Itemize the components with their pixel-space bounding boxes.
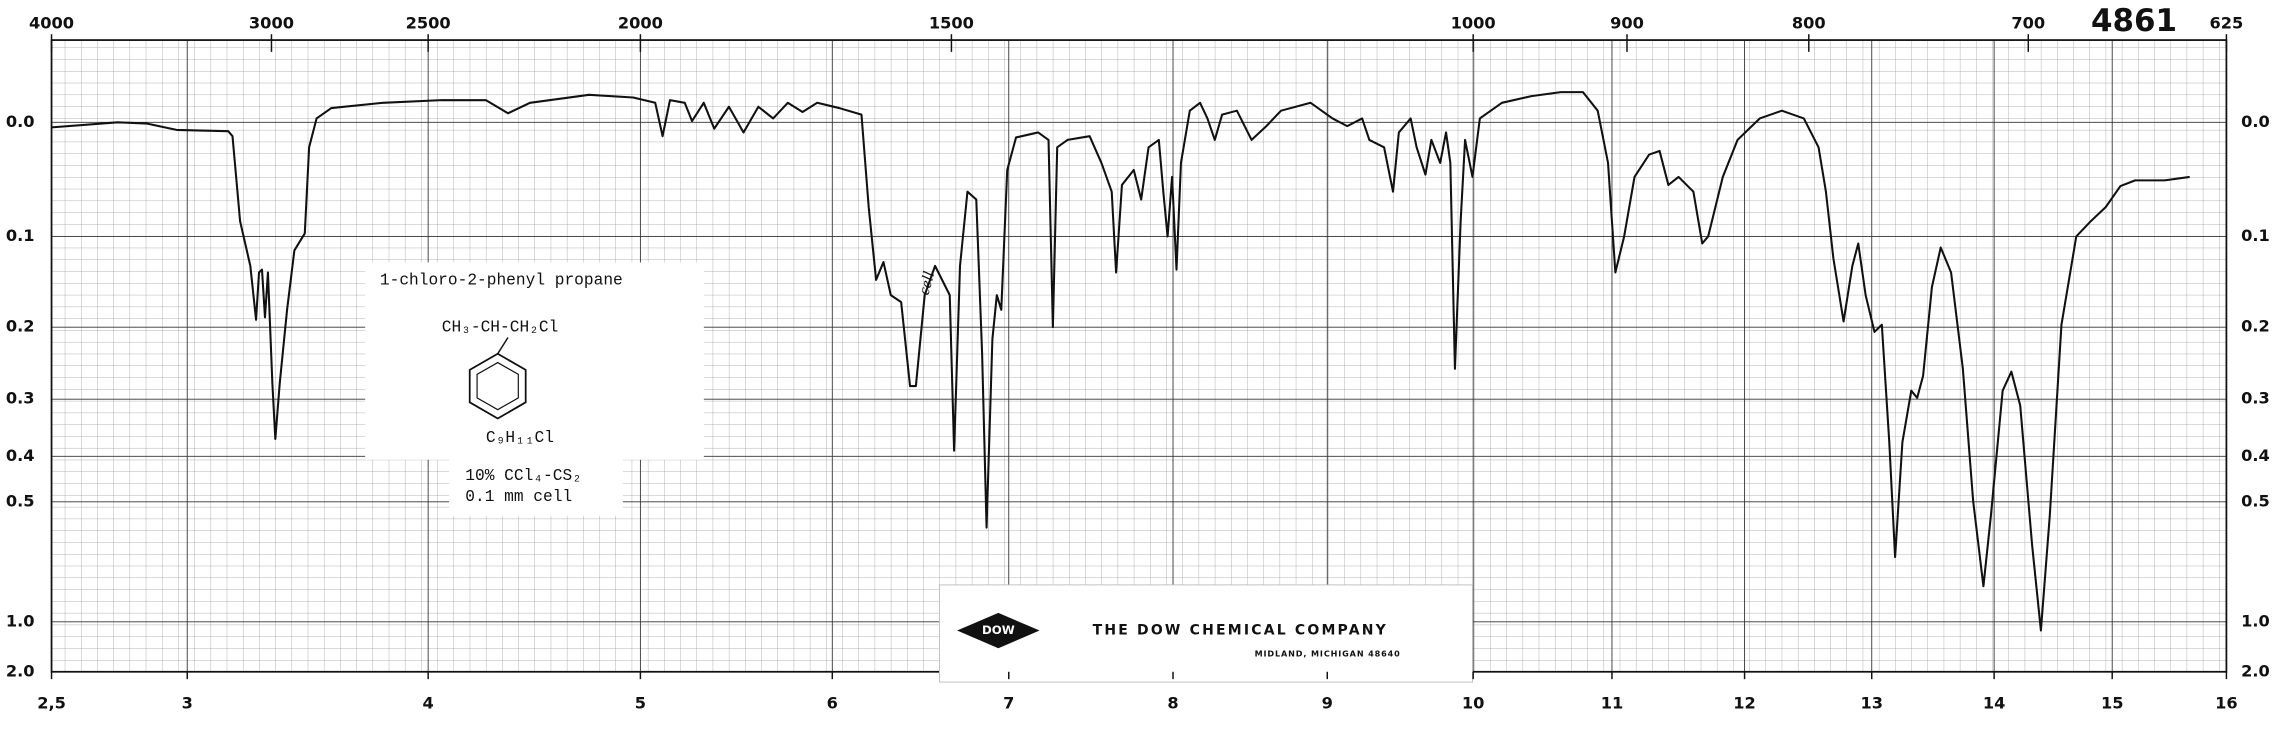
x-tick-label: 16 xyxy=(2215,694,2238,713)
x2-tick-label: 4000 xyxy=(29,13,74,32)
x2-tick-label: 3000 xyxy=(249,13,294,32)
x2-tick-label: 1000 xyxy=(1451,13,1496,32)
y-tick-label: 0.5 xyxy=(2241,491,2270,510)
sample-box: 1-chloro-2-phenyl propane CH₃-CH-CH₂Cl C… xyxy=(365,262,704,516)
y-tick-label: 0.2 xyxy=(6,317,35,336)
x-tick-label: 11 xyxy=(1601,694,1624,713)
y-tick-label: 0.3 xyxy=(6,389,35,408)
spectrum-line xyxy=(51,91,2190,632)
x-tick-label: 12 xyxy=(1733,694,1756,713)
x-tick-label: 7 xyxy=(1003,694,1014,713)
x-tick-label: 3 xyxy=(182,694,193,713)
label-panel xyxy=(449,456,623,516)
benzene-ring xyxy=(468,352,527,420)
y-tick-label: 1.0 xyxy=(6,611,35,630)
x-tick-label: 4 xyxy=(423,694,434,713)
x2-tick-label: 2000 xyxy=(618,13,663,32)
y-tick-label: 2.0 xyxy=(6,661,35,680)
x2-tick-label: 2500 xyxy=(406,13,451,32)
x-tick-label: 5 xyxy=(635,694,646,713)
company-address: MIDLAND, MICHIGAN 48640 xyxy=(1255,649,1401,659)
y-tick-label: 0.5 xyxy=(6,491,35,510)
x2-tick-label: 900 xyxy=(1610,13,1644,32)
x2-tick-label: 800 xyxy=(1792,13,1826,32)
x-tick-label: 8 xyxy=(1167,694,1178,713)
y-tick-label: 0.1 xyxy=(6,226,35,245)
x-tick-label: 13 xyxy=(1860,694,1883,713)
x2-tick-label: 1500 xyxy=(929,13,974,32)
x-tick-label: 6 xyxy=(827,694,838,713)
label-panel xyxy=(365,262,704,460)
x-tick-label: 14 xyxy=(1983,694,2006,713)
y-tick-label: 0.3 xyxy=(2241,389,2270,408)
y-tick-label: 0.4 xyxy=(6,446,35,465)
logo-diamond xyxy=(957,612,1040,649)
x-tick-label: 15 xyxy=(2101,694,2124,713)
bond xyxy=(497,337,509,355)
molecular-formula: C₉H₁₁Cl xyxy=(486,429,554,447)
y-tick-label: 0.2 xyxy=(2241,317,2270,336)
x-tick-label: 2,5 xyxy=(37,694,66,713)
y-tick-label: 0.4 xyxy=(2241,446,2270,465)
company-name: THE DOW CHEMICAL COMPANY xyxy=(1093,623,1388,639)
y-tick-label: 0.0 xyxy=(2241,112,2270,131)
x2-tick-label: 700 xyxy=(2011,13,2045,32)
y-tick-label: 1.0 xyxy=(2241,611,2270,630)
x-tick-label: 10 xyxy=(1462,694,1485,713)
company-box: DOW THE DOW CHEMICAL COMPANY MIDLAND, MI… xyxy=(939,584,1473,683)
handwritten-note: cell xyxy=(915,269,939,297)
y-tick-label: 2.0 xyxy=(2241,661,2270,680)
y-tick-label: 0.0 xyxy=(6,112,35,131)
x2-tick-label: 625 xyxy=(2210,13,2244,32)
solvent: 10% CCl₄-CS₂ xyxy=(465,467,582,485)
x-tick-label: 9 xyxy=(1322,694,1333,713)
structure-formula: CH₃-CH-CH₂Cl xyxy=(442,318,559,336)
spectrum-number: 4861 xyxy=(2091,3,2177,39)
cell-length: 0.1 mm cell xyxy=(465,488,572,506)
y-tick-label: 0.1 xyxy=(2241,226,2270,245)
benzene-ring-inner xyxy=(476,361,519,411)
logo-text: DOW xyxy=(982,623,1015,637)
spectrum xyxy=(51,91,2190,632)
compound-name: 1-chloro-2-phenyl propane xyxy=(380,271,623,289)
